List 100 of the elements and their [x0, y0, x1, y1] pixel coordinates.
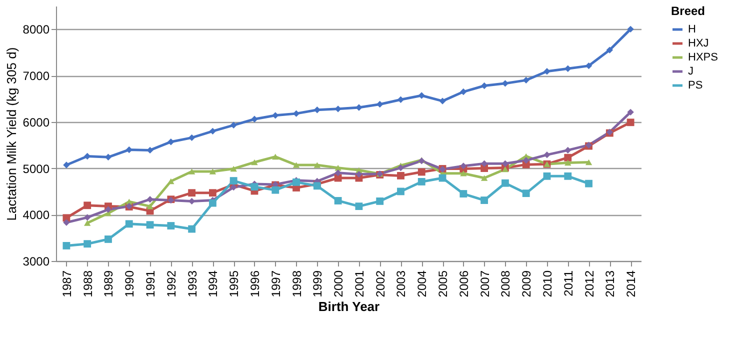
x-tick-label: 1987 — [60, 270, 74, 298]
point — [544, 68, 550, 75]
point — [250, 183, 258, 191]
point — [626, 118, 634, 126]
point — [355, 202, 363, 210]
y-tick-label: 7000 — [22, 69, 50, 84]
point — [585, 180, 592, 188]
point — [146, 221, 154, 229]
point — [480, 82, 488, 90]
point — [544, 151, 550, 158]
legend-label: H — [688, 24, 696, 36]
point — [564, 65, 572, 72]
point — [314, 162, 321, 168]
point — [63, 219, 70, 226]
point — [397, 96, 404, 104]
legend-label: HXPS — [688, 52, 718, 64]
point — [564, 172, 572, 180]
point — [146, 196, 154, 203]
point — [502, 160, 509, 167]
point — [460, 162, 467, 170]
point — [168, 138, 174, 146]
point — [418, 92, 425, 99]
y-tick-label: 6000 — [22, 115, 50, 130]
point — [84, 214, 91, 221]
point — [460, 170, 467, 176]
point — [397, 172, 404, 180]
point — [418, 178, 426, 186]
point — [334, 164, 342, 171]
point — [502, 80, 509, 87]
point — [564, 154, 572, 162]
legend-label: HXJ — [688, 38, 709, 50]
x-tick-label: 2011 — [561, 270, 576, 296]
point — [84, 202, 92, 210]
point — [230, 166, 237, 172]
point — [230, 177, 238, 184]
x-tick-label: 2002 — [373, 270, 388, 298]
x-tick-label: 2010 — [540, 270, 554, 298]
point — [84, 152, 91, 160]
point — [251, 159, 258, 166]
point — [230, 184, 237, 191]
point — [209, 168, 216, 174]
x-tick-label: 2003 — [394, 270, 408, 298]
point — [334, 170, 342, 176]
point — [84, 240, 92, 248]
x-tick-label: 1990 — [122, 270, 137, 298]
x-tick-label: 1998 — [290, 270, 304, 298]
point — [334, 197, 342, 204]
x-tick-label: 1996 — [248, 270, 262, 298]
point — [606, 46, 614, 54]
x-tick-label: 1997 — [268, 270, 283, 298]
y-tick-label: 4000 — [22, 208, 50, 222]
point — [104, 236, 112, 243]
x-tick-label: 2014 — [624, 270, 638, 298]
point — [480, 160, 488, 167]
point — [188, 134, 196, 142]
point — [126, 146, 132, 154]
y-axis-title: Lactation Milk Yield (kg 305 d) — [4, 47, 19, 221]
point — [230, 122, 237, 129]
point — [292, 162, 300, 168]
point — [585, 62, 592, 70]
point — [104, 206, 112, 213]
x-tick-label: 1991 — [144, 270, 158, 298]
x-tick-label: 1993 — [185, 270, 200, 298]
point — [418, 168, 426, 176]
legend-label: J — [688, 66, 694, 78]
point — [188, 168, 196, 174]
point — [543, 172, 551, 180]
point — [439, 98, 446, 104]
x-tick-label: 2006 — [456, 270, 471, 298]
point — [480, 196, 488, 204]
point — [501, 179, 509, 187]
legend-label: PS — [688, 80, 703, 92]
point — [397, 164, 404, 172]
point — [208, 189, 216, 197]
x-tick-label: 2013 — [603, 270, 618, 298]
point — [334, 106, 342, 112]
x-tick-label: 1995 — [227, 270, 242, 298]
x-tick-label: 1994 — [206, 270, 220, 298]
x-tick-label: 2001 — [352, 270, 366, 298]
legend-title: Breed — [671, 4, 706, 18]
y-tick-label: 5000 — [22, 162, 50, 176]
point — [564, 146, 572, 154]
y-tick-label: 3000 — [22, 254, 50, 268]
point — [188, 189, 196, 197]
x-tick-label: 2005 — [436, 270, 450, 298]
point — [522, 76, 530, 84]
x-tick-label: 1999 — [310, 270, 325, 298]
point — [146, 146, 154, 154]
point — [522, 157, 530, 164]
point — [627, 108, 634, 116]
point — [167, 222, 175, 230]
point — [564, 160, 572, 166]
point — [356, 170, 362, 178]
point — [251, 116, 258, 122]
x-axis-title: Birth Year — [318, 299, 380, 314]
x-tick-label: 2000 — [332, 270, 346, 298]
point — [62, 214, 70, 222]
point — [334, 174, 342, 182]
x-tick-label: 1988 — [80, 270, 95, 298]
x-tick-label: 2008 — [498, 270, 513, 298]
